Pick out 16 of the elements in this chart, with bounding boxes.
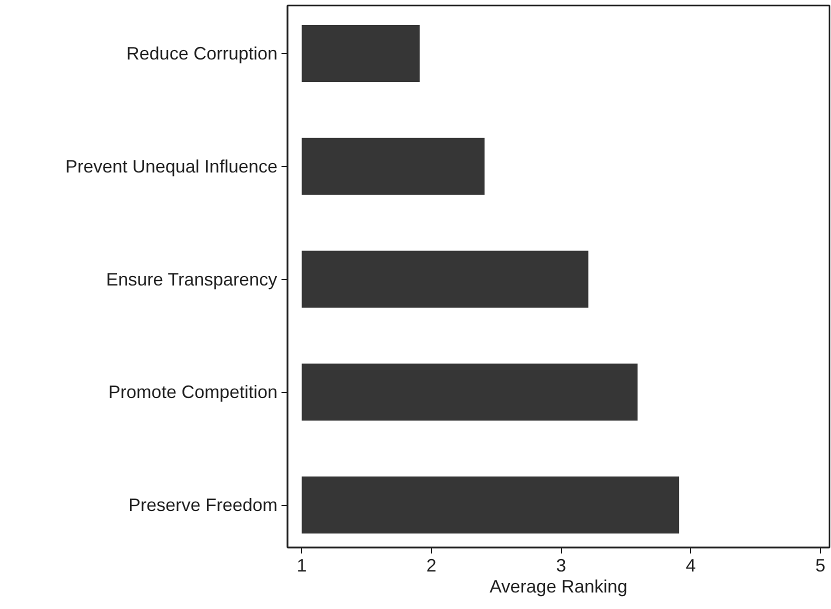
bar bbox=[302, 250, 588, 308]
bar bbox=[302, 476, 680, 534]
x-tick-label: 5 bbox=[815, 556, 826, 576]
x-tick-label: 1 bbox=[296, 556, 307, 576]
y-tick-label: Prevent Unequal Influence bbox=[65, 156, 278, 176]
bar bbox=[302, 364, 638, 421]
y-tick-label: Preserve Freedom bbox=[128, 495, 278, 516]
x-tick-label: 4 bbox=[686, 556, 696, 576]
x-tick-label: 2 bbox=[426, 556, 436, 576]
y-tick-label: Reduce Corruption bbox=[126, 43, 278, 64]
x-axis-title: Average Ranking bbox=[490, 576, 628, 596]
y-tick-label: Promote Competition bbox=[108, 382, 278, 402]
bar bbox=[302, 138, 485, 195]
y-tick-label: Ensure Transparency bbox=[106, 269, 278, 290]
x-tick-label: 3 bbox=[556, 556, 566, 576]
bar bbox=[302, 24, 420, 82]
